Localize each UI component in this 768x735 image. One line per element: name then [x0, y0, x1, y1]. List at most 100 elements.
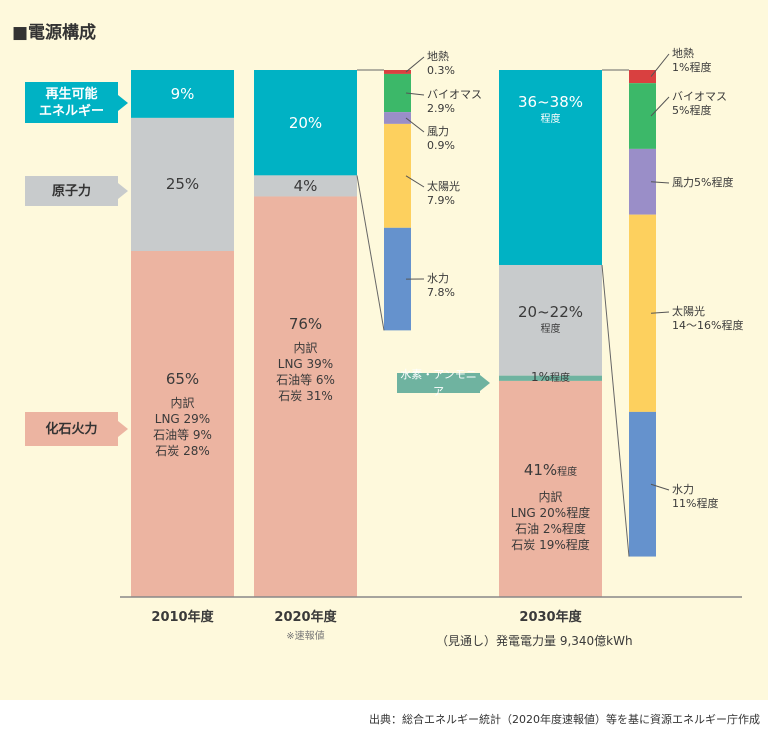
bar-segment-nuclear-1 — [254, 175, 357, 197]
bar-segment-fossil-1 — [254, 196, 357, 598]
segment-label-nuclear: 25% — [131, 174, 234, 194]
breakdown-item: LNG 20%程度 — [510, 505, 591, 520]
connector-line-bottom — [356, 175, 385, 331]
leader-line — [405, 175, 425, 188]
segment-label-renewable: 36~38% 程度 — [499, 92, 602, 128]
source-name: 地熱 — [427, 50, 449, 63]
chart-svg — [120, 53, 742, 598]
segment-value: 1% — [530, 370, 551, 385]
breakdown-segment-geothermal — [629, 70, 656, 84]
source-name: バイオマス — [427, 88, 482, 101]
segment-label-nuclear: 4% — [254, 176, 357, 196]
breakdown-label-biomass: バイオマス 2.9% — [427, 88, 482, 116]
leader-line — [650, 96, 670, 117]
source-value: 14～16%程度 — [672, 319, 744, 332]
leader-line — [405, 56, 425, 73]
segment-value: 25% — [165, 175, 200, 194]
leader-line — [650, 483, 670, 491]
segment-value: 9% — [170, 84, 195, 103]
bar-segment-renewable-2 — [499, 70, 602, 265]
breakdown-title: 内訳 — [538, 489, 563, 504]
breakdown-label-biomass: バイオマス 5%程度 — [672, 90, 727, 118]
breakdown-segment-wind — [384, 112, 411, 124]
year-label: 2020年度 — [274, 610, 337, 625]
year-note: ※速報値 — [286, 631, 325, 642]
breakdown-item: 石炭 19%程度 — [511, 537, 590, 552]
breakdown-item: LNG 29% — [154, 411, 211, 426]
leader-line — [405, 92, 425, 96]
segment-value: 65% — [165, 369, 200, 388]
source-value: 7.9% — [427, 194, 455, 207]
breakdown-item: LNG 39% — [277, 357, 334, 372]
segment-value: 76% — [288, 315, 323, 334]
breakdown-segment-geothermal — [384, 70, 411, 74]
category-tag-renewable: 再生可能 エネルギー — [25, 82, 128, 123]
breakdown-label-hydro: 水力 11%程度 — [672, 483, 718, 511]
bar-segment-fossil-2 — [499, 380, 602, 597]
source-name: 水力 — [672, 483, 694, 496]
breakdown-label-solar: 太陽光 7.9% — [427, 180, 460, 208]
source-note: 出典：総合エネルギー統計（2020年度速報値）等を基に資源エネルギー庁作成 — [369, 713, 760, 726]
source-value: 2.9% — [427, 102, 455, 115]
year-label: 2030年度 — [519, 610, 582, 625]
source-value: 5%程度 — [694, 176, 734, 189]
segment-label-renewable: 9% — [131, 84, 234, 104]
breakdown-label-solar: 太陽光 14～16%程度 — [672, 305, 743, 333]
segment-qualifier: 程度 — [540, 324, 561, 336]
segment-label-fossil: 65% 内訳 LNG 29% 石油等 9% 石炭 28% — [131, 369, 234, 459]
breakdown-item: 石油等 6% — [276, 373, 335, 388]
segment-value: 36~38% — [518, 93, 583, 111]
segment-label-hydrogen: 1%程度 — [499, 369, 602, 387]
source-name: 太陽光 — [672, 305, 705, 318]
breakdown-segment-solar — [384, 123, 411, 228]
leader-line — [650, 181, 670, 184]
year-label: 2010年度 — [151, 610, 214, 625]
breakdown-title: 内訳 — [293, 341, 318, 356]
bar-segment-hydrogen-2 — [499, 375, 602, 381]
segment-label-renewable: 20% — [254, 113, 357, 133]
breakdown-label-geothermal: 地熱 0.3% — [427, 50, 455, 78]
category-tag-hydrogen: 水素・アンモニア — [397, 368, 490, 398]
segment-label-nuclear: 20~22% 程度 — [499, 302, 602, 338]
breakdown-item: 石油 2%程度 — [515, 521, 586, 536]
breakdown-label-hydro: 水力 7.8% — [427, 272, 455, 300]
source-value: 0.9% — [427, 139, 455, 152]
bar-segment-renewable-0 — [131, 70, 234, 118]
breakdown-item: 石炭 28% — [155, 443, 210, 458]
breakdown-label-wind: 風力5%程度 — [672, 176, 733, 190]
segment-label-fossil: 76% 内訳 LNG 39% 石油等 6% 石炭 31% — [254, 314, 357, 404]
breakdown-segment-biomass — [629, 83, 656, 149]
source-name: 風力 — [672, 176, 694, 189]
segment-value: 20~22% — [518, 303, 583, 322]
leader-line — [650, 311, 670, 314]
source-value: 11%程度 — [672, 497, 719, 510]
source-name: バイオマス — [672, 90, 727, 103]
segment-qualifier: 程度 — [557, 466, 578, 478]
source-name: 風力 — [427, 125, 449, 138]
source-name: 地熱 — [672, 47, 694, 60]
segment-value: 4% — [293, 176, 318, 195]
source-value: 5%程度 — [672, 104, 712, 117]
category-tag-fossil: 化石火力 — [25, 412, 128, 446]
bar-segment-renewable-1 — [254, 70, 357, 176]
segment-label-fossil: 41%程度内訳 LNG 20%程度 石油 2%程度 石炭 19%程度 — [499, 460, 602, 553]
source-value: 7.8% — [427, 286, 455, 299]
leader-line — [650, 53, 670, 77]
generation-note: （見通し）発電電力量 9,340億kWh — [436, 634, 633, 648]
source-name: 水力 — [427, 272, 449, 285]
breakdown-item: 石油等 9% — [153, 427, 212, 442]
connector-line-bottom — [601, 264, 630, 557]
breakdown-item: 石炭 31% — [278, 389, 333, 404]
segment-value: 20% — [288, 113, 323, 132]
bar-segment-fossil-0 — [131, 250, 234, 597]
breakdown-title: 内訳 — [170, 395, 195, 410]
category-tag-nuclear: 原子力 — [25, 176, 128, 206]
source-value: 1%程度 — [672, 61, 712, 74]
breakdown-label-wind: 風力 0.9% — [427, 125, 455, 153]
segment-qualifier: 程度 — [550, 373, 571, 385]
segment-qualifier: 程度 — [540, 114, 561, 125]
source-value: 0.3% — [427, 64, 455, 77]
source-name: 太陽光 — [427, 180, 460, 193]
breakdown-label-geothermal: 地熱 1%程度 — [672, 47, 711, 75]
segment-value: 41% — [523, 460, 558, 479]
